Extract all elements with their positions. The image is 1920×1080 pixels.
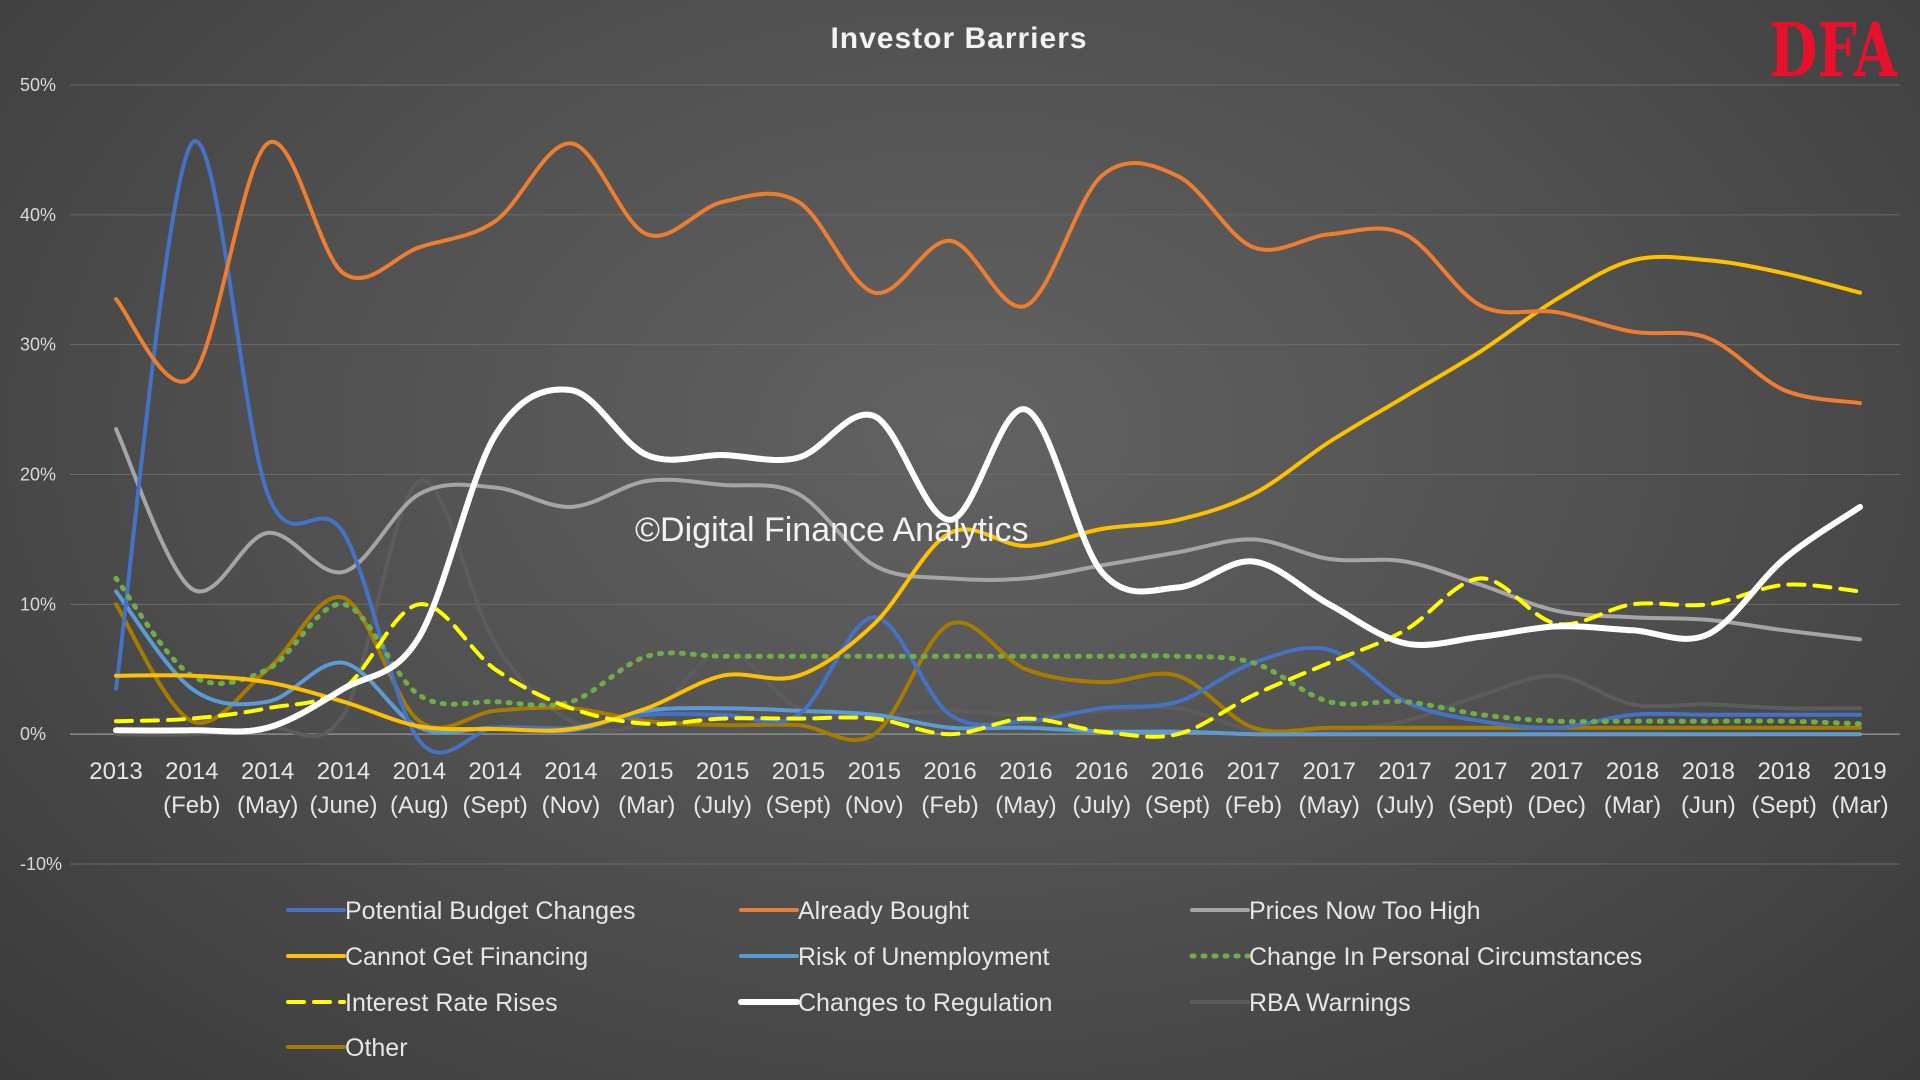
x-tick-month: (May) (237, 792, 298, 819)
watermark: ©Digital Finance Analytics (635, 511, 1029, 549)
legend-label: Other (345, 1034, 408, 1062)
x-axis: 2013 2014 (Feb) 2014 (May) 2014 (June) 2014 (Aug… (89, 758, 1888, 819)
x-tick-month: (July) (1072, 792, 1131, 819)
series-line-changes-to-regulation (113, 386, 1863, 735)
series-line-already-bought (114, 139, 1862, 406)
y-tick-label: 30% (20, 335, 56, 355)
x-tick-year: 2017 (1303, 758, 1356, 785)
x-tick-year: 2018 (1757, 758, 1810, 785)
legend-item-rba-warnings: RBA Warnings (1190, 989, 1411, 1017)
x-tick-year: 2014 (241, 758, 294, 785)
series-line-risk-of-unemployment (114, 589, 1862, 737)
x-tick-year: 2014 (393, 758, 446, 785)
x-tick-year: 2017 (1227, 758, 1280, 785)
series-line-other (114, 595, 1862, 742)
legend-item-other: Other (286, 1034, 408, 1062)
x-tick-month: (May) (1299, 792, 1360, 819)
series-line-potential-budget-changes (114, 139, 1862, 755)
y-axis: -10% 0% 10% 20% 30% 40% 50% (20, 75, 62, 874)
legend-label: Already Bought (798, 897, 969, 925)
x-tick-month: (Nov) (845, 792, 904, 819)
x-tick-month: (Sept) (1751, 792, 1816, 819)
x-tick-year: 2014 (317, 758, 370, 785)
x-tick-month: (Dec) (1527, 792, 1586, 819)
x-tick-month: (Mar) (1604, 792, 1661, 819)
legend-item-change-in-personal-circumstances: Change In Personal Circumstances (1189, 943, 1642, 971)
series-line-prices-now-too-high (114, 427, 1862, 642)
x-tick-year: 2018 (1682, 758, 1735, 785)
x-tick-year: 2016 (1151, 758, 1204, 785)
x-tick-year: 2016 (999, 758, 1052, 785)
legend-label: Changes to Regulation (798, 989, 1052, 1017)
legend-label: Risk of Unemployment (798, 943, 1050, 971)
x-tick-year: 2015 (696, 758, 749, 785)
chart-title: Investor Barriers (830, 22, 1087, 55)
legend-label: Prices Now Too High (1249, 897, 1481, 925)
legend-item-already-bought: Already Bought (739, 897, 969, 925)
x-tick-year: 2014 (468, 758, 521, 785)
series-line-cannot-get-financing (114, 254, 1862, 733)
legend-item-potential-budget-changes: Potential Budget Changes (286, 897, 636, 925)
x-tick-year: 2017 (1454, 758, 1507, 785)
x-tick-year: 2015 (620, 758, 673, 785)
plot-area (113, 139, 1863, 755)
x-tick-month: (Aug) (390, 792, 449, 819)
legend-label: Potential Budget Changes (345, 897, 636, 925)
x-tick-year: 2016 (923, 758, 976, 785)
legend-item-prices-now-too-high: Prices Now Too High (1190, 897, 1481, 925)
x-tick-year: 2019 (1833, 758, 1886, 785)
legend-label: Cannot Get Financing (345, 943, 588, 971)
x-tick-month: (Mar) (618, 792, 675, 819)
y-tick-label: 20% (20, 465, 56, 485)
x-tick-year: 2013 (89, 758, 142, 785)
y-tick-label: 50% (20, 75, 56, 95)
legend-item-cannot-get-financing: Cannot Get Financing (286, 943, 588, 971)
y-tick-label: -10% (20, 854, 62, 874)
x-tick-month: (May) (995, 792, 1056, 819)
x-tick-year: 2017 (1530, 758, 1583, 785)
x-tick-month: (Feb) (921, 792, 978, 819)
legend-item-risk-of-unemployment: Risk of Unemployment (739, 943, 1050, 971)
x-tick-month: (July) (693, 792, 752, 819)
x-tick-month: (Sept) (1145, 792, 1210, 819)
legend-label: RBA Warnings (1249, 989, 1411, 1017)
x-tick-year: 2014 (165, 758, 218, 785)
legend-item-interest-rate-rises: Interest Rate Rises (286, 989, 558, 1017)
x-tick-month: (Sept) (766, 792, 831, 819)
dfa-logo-text: DFA (1769, 8, 1898, 94)
legend-label: Interest Rate Rises (345, 989, 558, 1017)
x-tick-month: (Sept) (462, 792, 527, 819)
x-tick-year: 2018 (1606, 758, 1659, 785)
x-tick-year: 2015 (848, 758, 901, 785)
x-tick-month: (June) (309, 792, 377, 819)
legend-item-changes-to-regulation: Changes to Regulation (738, 989, 1052, 1017)
series-line-interest-rate-rises (114, 576, 1862, 739)
y-tick-label: 10% (20, 594, 56, 614)
x-tick-year: 2015 (772, 758, 825, 785)
x-tick-year: 2017 (1378, 758, 1431, 785)
x-tick-month: (Feb) (1225, 792, 1282, 819)
x-tick-month: (July) (1376, 792, 1435, 819)
x-tick-month: (Jun) (1681, 792, 1736, 819)
series-line-change-in-personal-circumstances (113, 575, 1863, 727)
y-tick-label: 0% (20, 724, 46, 744)
gridlines (70, 84, 1900, 865)
x-tick-year: 2014 (544, 758, 597, 785)
x-tick-month: (Nov) (542, 792, 601, 819)
legend: Potential Budget Changes Already Bought Pr… (286, 897, 1642, 1062)
x-tick-month: (Mar) (1831, 792, 1888, 819)
legend-label: Change In Personal Circumstances (1249, 943, 1642, 971)
x-tick-month: (Sept) (1448, 792, 1513, 819)
series-line-rba-warnings (114, 478, 1862, 738)
x-tick-month: (Feb) (163, 792, 220, 819)
x-tick-year: 2016 (1075, 758, 1128, 785)
dfa-logo: DFA (1769, 8, 1898, 94)
y-tick-label: 40% (20, 205, 56, 225)
